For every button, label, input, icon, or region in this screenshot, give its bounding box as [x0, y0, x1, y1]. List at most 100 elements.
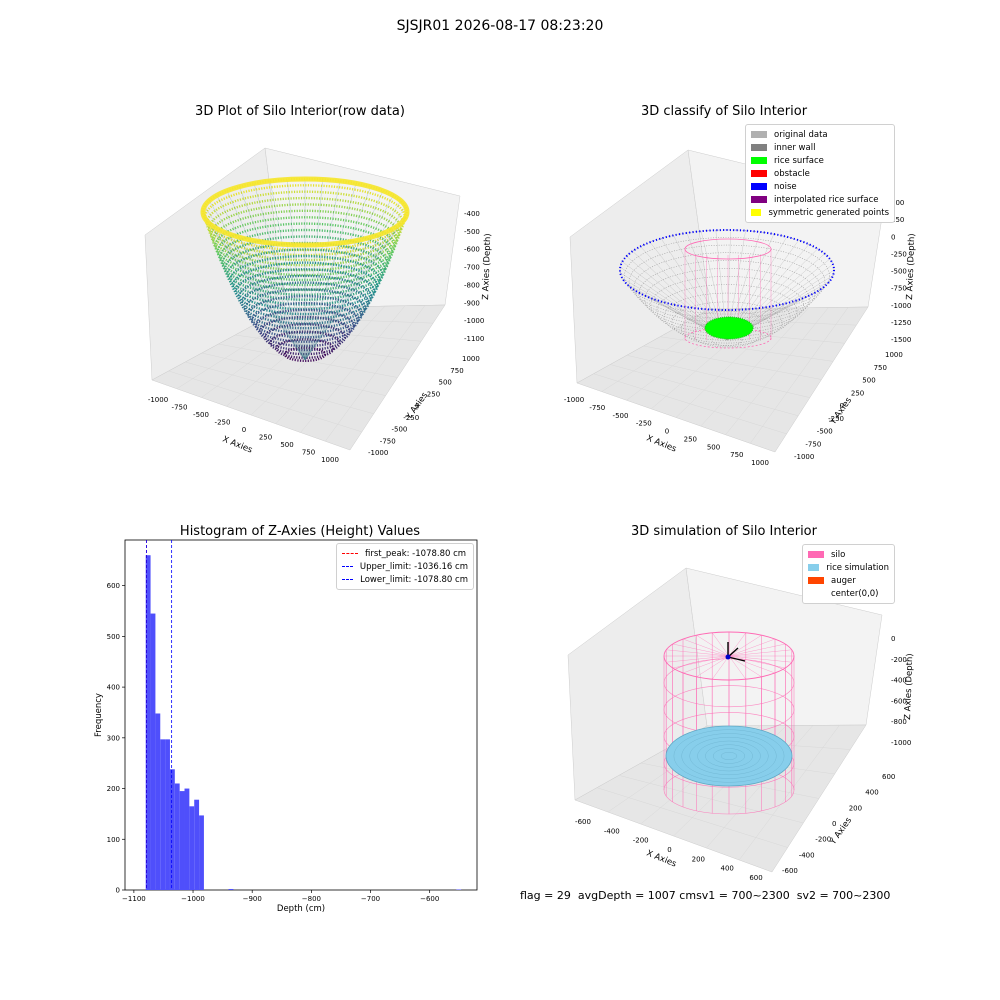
histogram-y-ticks: 0 100 200 300 400 500 600 — [107, 582, 125, 895]
plot1-z-label: Z Axies (Depth) — [481, 233, 493, 300]
sv2-text: sv2 = 700~2300 — [796, 889, 891, 902]
plot4-z-label: Z Axies (Depth) — [903, 653, 915, 720]
legend-label: interpolated rice surface — [774, 194, 879, 205]
plot2-y-tick: -1000 — [794, 453, 814, 461]
legend-item-original-data: original data — [751, 128, 889, 141]
histogram-x-tick-label: −1100 — [122, 895, 146, 903]
histogram-bar — [456, 889, 462, 890]
histogram-bar — [155, 713, 161, 890]
plot4-legend: silo rice simulation auger center(0,0) — [802, 544, 895, 604]
histogram-x-tick-label: −600 — [420, 895, 439, 903]
plot2-y-tick: 1000 — [885, 351, 903, 359]
legend-label: noise — [774, 181, 797, 192]
histogram-x-ticks: −1100 −1000 −900 −800 −700 −600 — [122, 890, 439, 903]
histogram-bar — [160, 739, 166, 890]
histogram-bar — [174, 783, 180, 890]
histogram-bar — [145, 555, 151, 890]
legend-label: auger — [831, 575, 856, 586]
legend-label: silo — [831, 549, 846, 560]
legend-item-rice-surface: rice surface — [751, 154, 889, 167]
plot1-y-tick: -1000 — [368, 449, 388, 457]
plot2-y-tick: -250 — [828, 415, 844, 423]
plot2-z-label: Z Axies (Depth) — [905, 233, 917, 300]
legend-line — [342, 579, 354, 580]
histogram-y-tick-label: 300 — [107, 734, 120, 742]
plot4-z-tick: -1000 — [891, 739, 911, 747]
legend-swatch — [808, 577, 824, 584]
legend-item-silo: silo — [808, 548, 889, 561]
plot4-y-tick: -600 — [782, 867, 798, 875]
center-marker — [725, 654, 731, 660]
plot4-x-tick: 200 — [692, 855, 705, 863]
plot4-z-tick: 0 — [891, 635, 895, 643]
legend-line — [342, 553, 358, 554]
legend-item-auger: auger — [808, 574, 889, 587]
legend-swatch — [751, 183, 767, 190]
plot2-y-tick: 750 — [874, 364, 887, 372]
plot4-x-tick: -200 — [633, 837, 649, 845]
legend-swatch — [751, 131, 767, 138]
plot4-x-tick: -600 — [575, 818, 591, 826]
legend-item-noise: noise — [751, 180, 889, 193]
plot4-y-tick: 600 — [882, 773, 895, 781]
plot1-x-tick: -500 — [193, 411, 209, 419]
histogram-legend: first_peak: -1078.80 cm Upper_limit: -10… — [336, 543, 474, 590]
plot4-z-ticks: 0 -200 -400 -600 -800 -1000 — [891, 635, 911, 747]
plot2-z-tick: -1000 — [891, 302, 911, 310]
plot1-y-tick: 1000 — [462, 355, 480, 363]
plot2-z-ticks: 500 250 0 -250 -500 -750 -1000 -1250 -1500 — [891, 199, 911, 344]
plot1-z-tick: -500 — [464, 228, 480, 236]
plot2-x-tick: -750 — [589, 404, 605, 412]
legend-label: symmetric generated points — [768, 207, 889, 218]
legend-swatch — [808, 551, 824, 558]
plot1-z-tick: -1100 — [464, 335, 484, 343]
plot2-z-tick: 0 — [891, 233, 895, 241]
histogram-x-tick-label: −700 — [361, 895, 380, 903]
plot4-x-tick: 600 — [749, 874, 762, 882]
plot4-x-label: X Axies — [645, 849, 678, 870]
plot1-y-tick: -500 — [392, 426, 408, 434]
plot1-x-tick: 750 — [302, 449, 315, 457]
plot1-x-tick: 0 — [242, 426, 246, 434]
histogram-axes: −1100 −1000 −900 −800 −700 −600 0 100 200 300 400… — [94, 539, 478, 914]
histogram-y-tick-label: 400 — [107, 684, 120, 692]
plot2-z-tick: -1250 — [891, 319, 911, 327]
plot2-y-tick: 500 — [862, 377, 875, 385]
sv1-text: sv1 = 700~2300 — [696, 889, 790, 902]
plot4-z-tick: -800 — [891, 718, 907, 726]
legend-swatch — [751, 209, 762, 216]
plot1-x-label: X Axies — [221, 435, 254, 456]
plot4-x-tick: 400 — [721, 865, 734, 873]
plot1-y-tick: -250 — [403, 414, 419, 422]
histogram-bar — [165, 739, 170, 890]
plot1-y-ticks: -1000 -750 -500 -250 0 250 500 750 1000 — [368, 355, 480, 457]
plot2-z-tick: -250 — [891, 250, 907, 258]
histogram-y-tick-label: 0 — [116, 887, 120, 895]
legend-label: rice surface — [774, 155, 824, 166]
legend-label: center(0,0) — [831, 588, 879, 599]
plot2-axes: -1000 -750 -500 -250 0 250 500 750 1000 -1000 -75… — [564, 149, 917, 467]
legend-label: Lower_limit: -1078.80 cm — [360, 574, 468, 585]
plot4-x-ticks: -600 -400 -200 0 200 400 600 — [575, 818, 763, 882]
plot4-y-tick: -200 — [815, 836, 831, 844]
legend-label: obstacle — [774, 168, 810, 179]
histogram-bar — [169, 769, 175, 890]
plot2-y-tick: -750 — [805, 440, 821, 448]
legend-item-symmetric: symmetric generated points — [751, 206, 889, 219]
plot2-z-tick: 250 — [891, 216, 904, 224]
plot2-x-tick: 750 — [730, 451, 743, 459]
histogram-y-tick-label: 200 — [107, 785, 120, 793]
plot2-title: 3D classify of Silo Interior — [640, 104, 808, 119]
legend-label: rice simulation — [826, 562, 889, 573]
histogram-bar — [150, 613, 156, 890]
plot1-z-tick: -800 — [464, 281, 480, 289]
plot4-y-tick: 0 — [832, 820, 836, 828]
legend-item-rice-simulation: rice simulation — [808, 561, 889, 574]
legend-item-center: center(0,0) — [808, 587, 889, 600]
plot2-x-tick: 0 — [665, 428, 669, 436]
legend-swatch — [751, 157, 767, 164]
plot1-x-ticks: -1000 -750 -500 -250 0 250 500 750 1000 — [148, 396, 339, 464]
histogram-bar — [184, 788, 190, 890]
legend-item-obstacle: obstacle — [751, 167, 889, 180]
plot1-z-tick: -400 — [464, 210, 480, 218]
